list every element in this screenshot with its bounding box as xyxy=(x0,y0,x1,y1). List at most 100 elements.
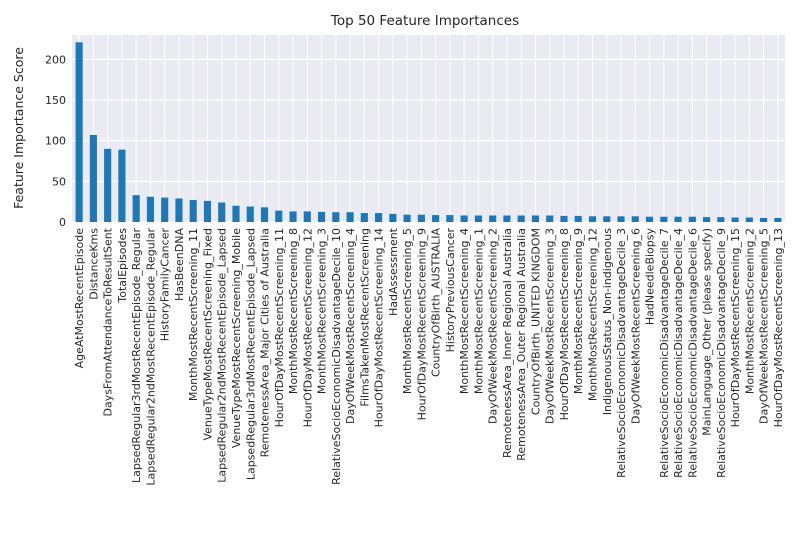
bar xyxy=(688,216,696,222)
x-tick-label: DistanceKms xyxy=(87,228,100,300)
x-tick-label: MonthMostRecentScreening_9 xyxy=(572,228,585,394)
x-tick-label: MonthMostRecentScreening_4 xyxy=(458,228,471,394)
bar xyxy=(104,148,112,222)
x-tick-label: HourOfDayMostRecentScreening_9 xyxy=(415,228,428,420)
x-tick-label: MonthMostRecentScreening_3 xyxy=(316,228,329,394)
bar xyxy=(546,215,554,222)
y-tick-label: 200 xyxy=(45,53,66,66)
x-tick-label: MonthMostRecentScreening_1 xyxy=(472,228,485,394)
bar xyxy=(489,215,497,222)
bar xyxy=(246,206,254,222)
x-tick-label: DaysFromAttendanceToResultSent xyxy=(102,227,115,416)
x-tick-label: HasBeenDNA xyxy=(173,228,186,301)
bar xyxy=(574,215,582,222)
bars xyxy=(75,42,782,223)
x-tick-label: DayOfWeekMostRecentScreening_5 xyxy=(758,228,771,424)
x-tick-label: HourOfDayMostRecentScreening_8 xyxy=(558,228,571,420)
grid-lines xyxy=(72,35,785,223)
x-tick-label: LapsedRegular3rdMostRecentEpisode_Regula… xyxy=(130,228,143,483)
bar xyxy=(503,215,511,222)
bar xyxy=(446,215,454,222)
bar xyxy=(260,207,269,222)
x-tick-label: HourOfDayMostRecentScreening_15 xyxy=(729,228,742,427)
x-tick-label: LapsedRegular2ndMostRecentEpisode_Regula… xyxy=(144,228,157,486)
x-tick-label: VenueTypeMostRecentScreening_Mobile xyxy=(230,228,243,448)
x-tick-label: DayOfWeekMostRecentScreening_6 xyxy=(629,228,642,424)
bar xyxy=(588,216,597,222)
x-tick-label: VenueTypeMostRecentScreening_Fixed xyxy=(201,228,214,441)
bar xyxy=(332,212,340,222)
bar xyxy=(603,216,611,222)
bar xyxy=(774,217,782,222)
x-tick-label: DayOfWeekMostRecentScreening_2 xyxy=(487,228,500,424)
bar xyxy=(175,198,183,222)
x-tick-label: RelativeSocioEconomicDisadvantageDecile_… xyxy=(615,228,628,478)
x-tick-label: RemotenessArea_Outer Regional Australia xyxy=(515,228,528,461)
x-tick-label: RemotenessArea_Major Cities of Australia xyxy=(259,228,272,457)
chart-title: Top 50 Feature Importances xyxy=(330,13,519,29)
x-tick-label: HistoryFamilyCancer xyxy=(159,228,172,342)
x-tick-label: HourOfDayMostRecentScreening_14 xyxy=(373,228,386,427)
bar xyxy=(75,42,83,223)
bar xyxy=(760,217,768,222)
bar xyxy=(189,200,197,222)
bar xyxy=(289,211,297,222)
bar xyxy=(146,196,154,222)
bar xyxy=(389,213,397,222)
x-tick-label: RemotenessArea_Inner Regional Australia xyxy=(501,228,514,458)
x-tick-label: TotalEpisodes xyxy=(116,228,129,304)
y-tick-label: 150 xyxy=(45,94,66,107)
plot-background xyxy=(72,35,785,222)
bar xyxy=(346,212,354,222)
x-tick-label: MonthMostRecentScreening_11 xyxy=(187,228,200,401)
x-tick-label: MonthMostRecentScreening_2 xyxy=(743,228,756,394)
x-tick-label: DayOfWeekMostRecentScreening_4 xyxy=(344,228,357,424)
x-tick-label: MonthMostRecentScreening_8 xyxy=(287,228,300,394)
bar xyxy=(731,217,739,222)
y-tick-label: 100 xyxy=(45,135,66,148)
bar xyxy=(745,217,753,222)
bar xyxy=(89,135,97,222)
y-axis-label: Feature Importance Score xyxy=(11,47,26,209)
bar xyxy=(132,195,140,222)
x-tick-label: CountryOfBirth_AUSTRALIA xyxy=(430,228,443,378)
bar xyxy=(203,200,212,222)
x-tick-label: MainLanguage_Other (please specify) xyxy=(701,228,714,436)
bar xyxy=(317,211,326,222)
x-tick-label: RelativeSocioEconomicDisadvantageDecile_… xyxy=(686,228,699,478)
bar xyxy=(717,217,725,222)
x-tick-label: AgeAtMostRecentEpisode xyxy=(73,228,86,369)
x-tick-label: RelativeSocioEconomicDisadvantageDecile_… xyxy=(672,228,685,478)
x-tick-label: LapsedRegular3rdMostRecentEpisode_Lapsed xyxy=(244,228,257,480)
x-tick-label: LapsedRegular2ndMostRecentEpisode_Lapsed xyxy=(216,228,229,483)
x-tick-label: RelativeSocioEconomicDisadvantageDecile_… xyxy=(658,228,671,478)
bar xyxy=(703,217,711,222)
bar xyxy=(617,216,625,222)
bar xyxy=(360,213,368,222)
x-tick-label: MonthMostRecentScreening_5 xyxy=(401,228,414,394)
x-tick-label: CountryOfBirth_UNITED KINGDOM xyxy=(529,228,542,415)
bar xyxy=(660,216,668,222)
bar xyxy=(161,197,169,222)
x-tick-label: HourOfDayMostRecentScreening_11 xyxy=(273,228,286,427)
bar xyxy=(403,214,411,222)
bar xyxy=(631,216,639,222)
x-tick-label: HistoryPreviousCancer xyxy=(444,228,457,353)
bar xyxy=(674,216,682,222)
x-tick-label: HadNeedleBiopsy xyxy=(644,228,657,326)
bar xyxy=(432,215,440,222)
bar xyxy=(218,202,226,222)
x-tick-label: MonthMostRecentScreening_12 xyxy=(586,228,599,401)
x-tick-label: RelativeSocioEconomicDisadvantageDecile_… xyxy=(330,228,343,485)
bar xyxy=(517,215,525,222)
x-tick-label: IndigenousStatus_Non-indigenous xyxy=(601,228,614,415)
bar xyxy=(375,213,383,222)
bar xyxy=(474,215,482,222)
x-tick-label: RelativeSocioEconomicDisadvantageDecile_… xyxy=(715,228,728,478)
bar xyxy=(560,215,568,222)
y-tick-label: 50 xyxy=(52,175,66,188)
bar xyxy=(232,205,240,222)
bar xyxy=(645,216,654,222)
